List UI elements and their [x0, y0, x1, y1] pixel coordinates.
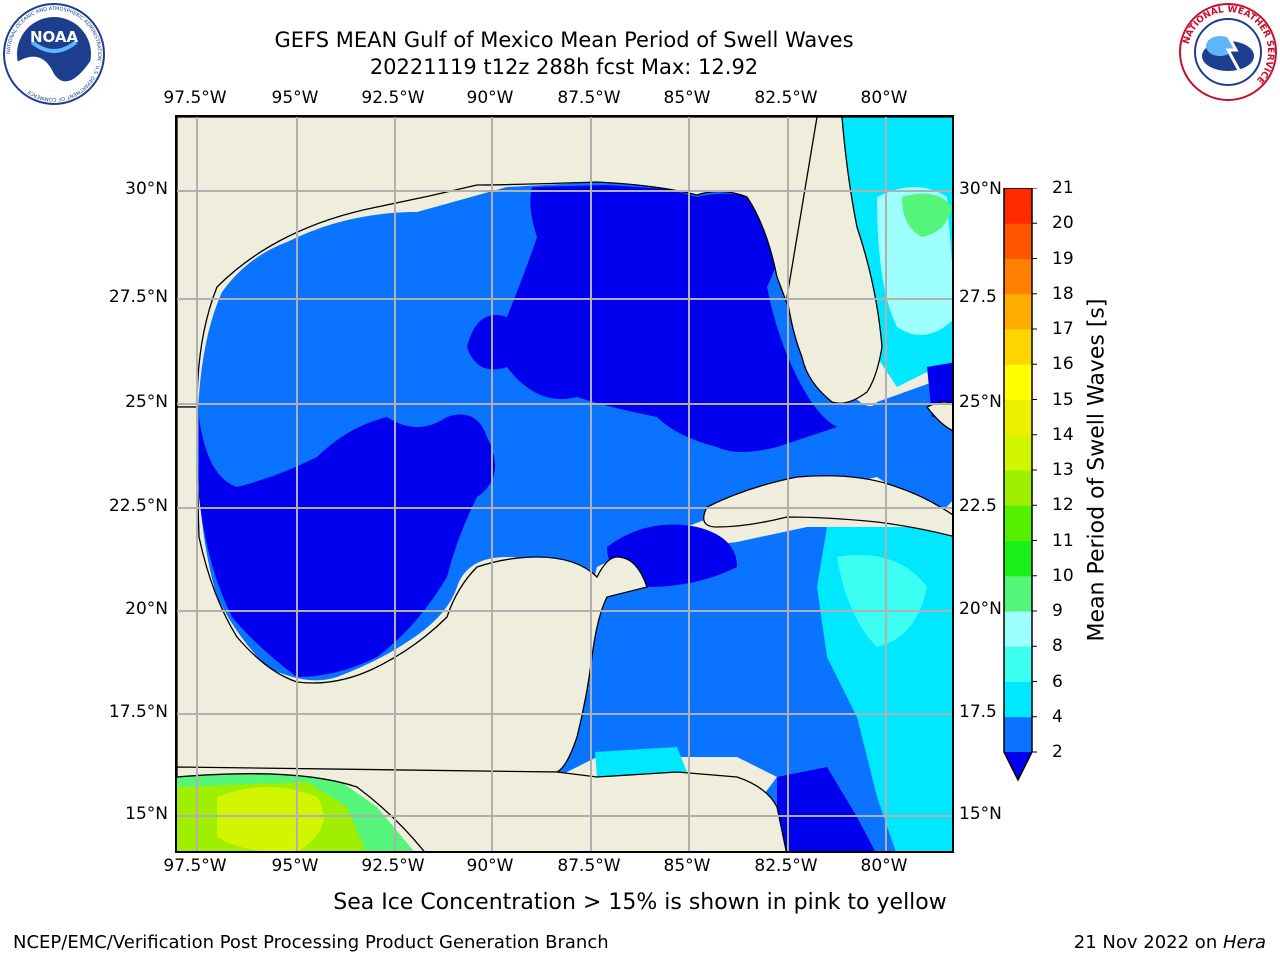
gulf-ocean-deep-northeast	[467, 185, 837, 452]
caribbean-light-cyan-patch	[837, 555, 927, 647]
colorbar-segment	[1004, 188, 1032, 224]
footer-date: 21 Nov 2022 on Hera	[1074, 932, 1266, 953]
noaa-logo: NOAA NATIONAL OCEANIC AND ATMOSPHERIC AD…	[2, 2, 106, 110]
lat-label-left: 17.5°N	[108, 702, 168, 722]
colorbar-segment	[1004, 434, 1032, 471]
colorbar-segment	[1004, 399, 1032, 436]
colorbar-segment	[1004, 681, 1032, 718]
lon-label-bottom: 90°W	[466, 856, 514, 876]
lat-label-right: 22.5	[959, 496, 997, 516]
lon-label-bottom: 80°W	[860, 856, 908, 876]
lat-label-left: 25°N	[125, 392, 168, 412]
colorbar-segment	[1004, 293, 1032, 330]
chart-subtitle: 20221119 t12z 288h fcst Max: 12.92	[369, 55, 759, 79]
colorbar-tick-label: 6	[1052, 671, 1063, 692]
colorbar-tick-label: 21	[1052, 178, 1074, 198]
map-panel	[175, 115, 954, 853]
colorbar-tick-label: 16	[1052, 354, 1074, 375]
colorbar-segment	[1004, 540, 1032, 577]
colorbar-segment	[1004, 470, 1032, 506]
swell-period-map	[177, 117, 952, 851]
land-florida-peninsula	[786, 117, 883, 404]
footer-credit: NCEP/EMC/Verification Post Processing Pr…	[13, 932, 609, 953]
noaa-logo-text: NOAA	[30, 28, 79, 46]
lon-label-bottom: 87.5°W	[557, 856, 621, 876]
colorbar-segment	[1004, 646, 1032, 682]
lon-label-bottom: 85°W	[663, 856, 711, 876]
chart-title: GEFS MEAN Gulf of Mexico Mean Period of …	[274, 28, 854, 52]
colorbar-tick-label: 19	[1052, 248, 1074, 269]
lon-label-bottom: 82.5°W	[754, 856, 818, 876]
lat-label-left: 15°N	[125, 804, 168, 824]
honduras-gulf-cyan	[595, 747, 687, 777]
colorbar-tick-label: 12	[1052, 495, 1074, 516]
land-mexico-west	[177, 406, 648, 773]
lon-label-top: 87.5°W	[557, 88, 621, 108]
lon-label-bottom: 97.5°W	[163, 856, 227, 876]
atlantic-green-patch	[902, 193, 952, 237]
lat-label-left: 20°N	[125, 599, 168, 619]
land-cuba	[703, 475, 952, 537]
lat-label-right: 27.5	[959, 287, 997, 307]
lon-label-top: 97.5°W	[163, 88, 227, 108]
colorbar-tick-label: 17	[1052, 319, 1074, 339]
colorbar-tick-label: 15	[1052, 389, 1074, 410]
colorbar-tick-label: 10	[1052, 565, 1074, 586]
lat-label-right: 15°N	[959, 804, 1002, 824]
lat-label-right: 30°N	[959, 179, 1002, 199]
land-bahamas	[926, 401, 952, 431]
caribbean-deep-south	[777, 767, 875, 851]
colorbar-segment	[1004, 505, 1032, 541]
colorbar-tick-label: 9	[1052, 601, 1063, 621]
lon-label-top: 82.5°W	[754, 88, 818, 108]
colorbar-under-arrow	[1004, 752, 1032, 780]
lat-label-left: 27.5°N	[108, 287, 168, 307]
colorbar-title: Mean Period of Swell Waves [s]	[1084, 298, 1110, 642]
lat-label-left: 30°N	[125, 179, 168, 199]
lat-label-right: 25°N	[959, 392, 1002, 412]
lat-label-right: 17.5	[959, 702, 997, 722]
lon-label-bottom: 95°W	[271, 856, 319, 876]
colorbar-segment	[1004, 258, 1032, 295]
colorbar-tick-label: 20	[1052, 213, 1074, 234]
nws-logo: NATIONAL WEATHER SERVICE	[1178, 2, 1278, 106]
colorbar-segment	[1004, 611, 1032, 647]
colorbar-segment	[1004, 223, 1032, 259]
lat-label-left: 22.5°N	[108, 496, 168, 516]
colorbar-tick-label: 2	[1052, 742, 1063, 762]
colorbar-tick-label: 4	[1052, 706, 1063, 727]
colorbar-tick-label: 13	[1052, 460, 1074, 480]
colorbar-tick-label: 18	[1052, 283, 1074, 304]
lon-label-top: 90°W	[466, 88, 514, 108]
lon-label-top: 92.5°W	[361, 88, 425, 108]
lat-label-right: 20°N	[959, 599, 1002, 619]
colorbar-segment	[1004, 716, 1032, 753]
colorbar	[1003, 187, 1037, 792]
footer-date-text: 21 Nov 2022 on	[1073, 932, 1223, 953]
footer-host: Hera	[1222, 932, 1266, 953]
colorbar-segment	[1004, 364, 1032, 400]
colorbar-tick-label: 14	[1052, 424, 1074, 445]
colorbar-segment	[1004, 329, 1032, 365]
colorbar-tick-label: 11	[1052, 530, 1074, 551]
colorbar-tick-label: 8	[1052, 636, 1063, 657]
colorbar-segment	[1004, 575, 1032, 612]
lon-label-top: 85°W	[663, 88, 711, 108]
lon-label-top: 95°W	[271, 88, 319, 108]
pacific-yellow-green	[217, 787, 324, 851]
lon-label-top: 80°W	[860, 88, 908, 108]
footer-note: Sea Ice Concentration > 15% is shown in …	[333, 890, 947, 915]
lon-label-bottom: 92.5°W	[361, 856, 425, 876]
